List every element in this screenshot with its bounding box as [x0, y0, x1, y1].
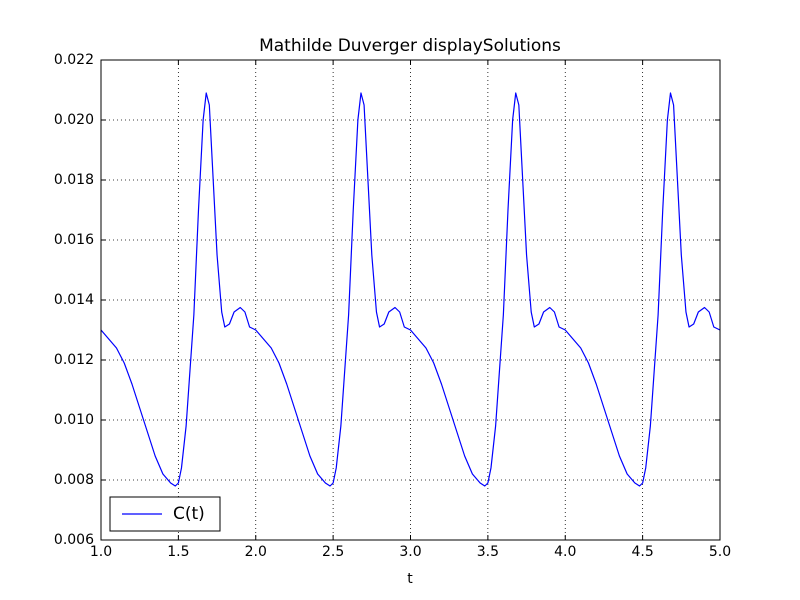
y-tick-label: 0.022 — [54, 52, 94, 68]
x-tick-label: 2.5 — [322, 544, 344, 560]
y-tick-label: 0.014 — [54, 292, 94, 308]
plot-frame — [100, 59, 721, 541]
y-tick-label: 0.016 — [54, 232, 94, 248]
x-tick-label: 3.0 — [399, 544, 421, 560]
x-tick-label: 1.0 — [90, 544, 112, 560]
x-axis-label: t — [407, 571, 413, 587]
chart-title: Mathilde Duverger displaySolutions — [259, 36, 561, 56]
y-tick-label: 0.020 — [54, 112, 94, 128]
y-tick-label: 0.010 — [54, 412, 94, 428]
data-line — [100, 92, 721, 487]
y-tick-label: 0.008 — [54, 472, 94, 488]
x-tick-label: 4.5 — [631, 544, 653, 560]
x-tick-label: 3.5 — [477, 544, 499, 560]
x-tick-label: 4.0 — [554, 544, 576, 560]
y-tick-label: 0.018 — [54, 172, 94, 188]
y-tick-label: 0.012 — [54, 352, 94, 368]
legend-label: C(t) — [173, 504, 205, 524]
x-tick-label: 5.0 — [709, 544, 731, 560]
x-tick-label: 1.5 — [167, 544, 189, 560]
x-tick-label: 2.0 — [245, 544, 267, 560]
y-tick-label: 0.006 — [54, 532, 94, 548]
